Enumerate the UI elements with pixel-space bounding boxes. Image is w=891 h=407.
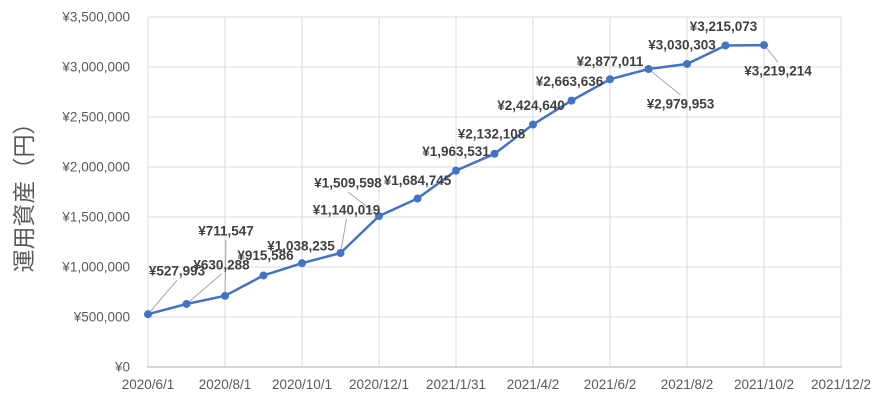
data-point-marker — [452, 166, 460, 175]
data-label-leader-lines — [147, 44, 779, 315]
data-point-marker — [298, 259, 306, 268]
data-point-marker — [644, 65, 653, 74]
data-point-marker — [760, 41, 768, 50]
y-tick-label: ¥2,500,000 — [61, 110, 130, 125]
y-tick-label: ¥1,000,000 — [61, 260, 130, 275]
axis-tick-labels: ¥0 ¥500,000 ¥1,000,000 ¥1,500,000 ¥2,000,000… — [61, 10, 871, 393]
data-point-label: ¥711,547 — [198, 223, 254, 238]
label-leader-line — [648, 68, 681, 96]
data-point-label: ¥3,215,073 — [690, 19, 758, 34]
data-point-label: ¥2,663,636 — [536, 74, 604, 89]
x-tick-label: 2020/6/1 — [122, 377, 175, 392]
data-point-marker — [683, 59, 691, 68]
data-point-marker — [182, 299, 191, 308]
data-point-marker — [721, 41, 730, 50]
data-point-marker — [259, 271, 268, 280]
data-point-label: ¥1,963,531 — [422, 144, 490, 159]
label-leader-line — [147, 279, 178, 315]
data-point-label: ¥2,424,640 — [497, 98, 565, 113]
data-point-marker — [606, 75, 614, 84]
x-tick-label: 2021/4/2 — [507, 377, 560, 392]
label-leader-line — [340, 218, 347, 254]
y-tick-label: ¥2,000,000 — [61, 160, 130, 175]
data-point-label: ¥1,140,019 — [313, 202, 381, 217]
x-tick-label: 2021/8/2 — [661, 377, 714, 392]
label-leader-line — [186, 273, 222, 305]
x-tick-label: 2021/6/2 — [584, 377, 637, 392]
x-tick-label: 2020/12/1 — [349, 377, 409, 392]
y-tick-label: ¥0 — [114, 360, 130, 375]
y-tick-label: ¥500,000 — [73, 310, 130, 325]
data-point-label: ¥527,993 — [149, 264, 206, 279]
data-point-label: ¥3,030,303 — [648, 37, 716, 52]
gridlines — [147, 16, 842, 368]
data-point-marker — [144, 310, 152, 319]
data-point-label: ¥2,132,108 — [458, 126, 526, 141]
data-point-label: ¥915,586 — [237, 248, 294, 263]
data-labels: ¥527,993¥630,288 ¥711,547 ¥915,586¥1,038,2… — [149, 19, 812, 279]
data-point-marker — [221, 291, 229, 300]
data-point-marker — [490, 149, 499, 158]
data-point-marker — [529, 120, 537, 129]
x-tick-label: 2020/10/1 — [272, 377, 332, 392]
data-point-marker — [336, 248, 345, 257]
data-point-label: ¥630,288 — [193, 257, 250, 272]
data-point-label: ¥2,979,953 — [647, 97, 715, 112]
x-tick-label: 2020/8/1 — [199, 377, 252, 392]
data-point-label: ¥1,038,235 — [267, 239, 335, 254]
label-leader-line — [347, 191, 380, 217]
y-tick-label: ¥3,000,000 — [61, 60, 130, 75]
data-point-label: ¥1,684,745 — [384, 173, 452, 188]
data-point-label: ¥2,877,011 — [577, 54, 644, 69]
label-leader-line — [224, 239, 227, 296]
series-line-and-markers — [144, 41, 768, 319]
y-tick-label: ¥3,500,000 — [61, 10, 130, 25]
data-point-marker — [567, 96, 576, 105]
y-axis-title: 運用資産（円） — [11, 112, 37, 273]
x-tick-label: 2021/12/2 — [811, 377, 871, 392]
data-point-marker — [375, 212, 383, 221]
data-point-label: ¥3,219,214 — [744, 64, 812, 79]
x-tick-label: 2021/1/31 — [426, 377, 486, 392]
x-tick-label: 2021/10/2 — [734, 377, 794, 392]
data-point-label: ¥1,509,598 — [314, 176, 382, 191]
data-point-marker — [413, 194, 422, 203]
y-tick-label: ¥1,500,000 — [61, 210, 130, 225]
